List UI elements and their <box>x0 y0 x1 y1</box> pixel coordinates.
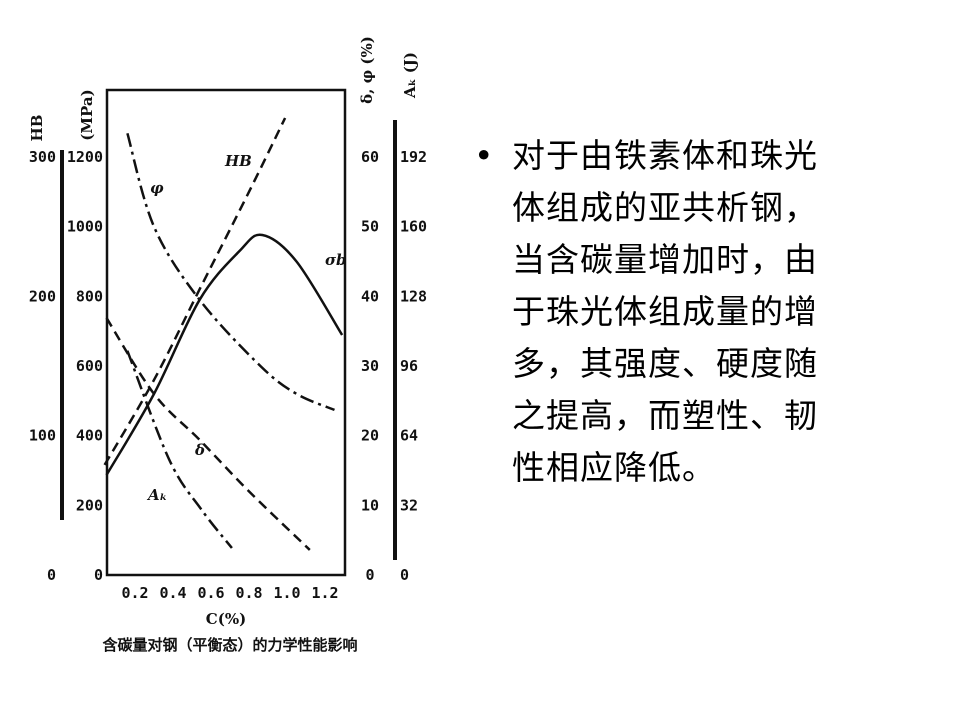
x-axis-label: C(%) <box>206 610 246 628</box>
series-label: φ <box>150 179 164 197</box>
series-line-Aₖ <box>126 350 233 549</box>
bullet-line: 多，其强度、硬度随 <box>512 344 818 383</box>
y-tick-label-delta_phi: 30 <box>361 357 379 375</box>
x-tick-label: 0.4 <box>159 584 186 602</box>
chart-caption: 含碳量对钢（平衡态）的力学性能影响 <box>102 636 357 654</box>
series-label: δ <box>194 441 205 459</box>
y-tick-label-delta_phi: 20 <box>361 427 379 445</box>
x-tick-label: 1.0 <box>273 584 300 602</box>
y-tick-label-mpa: 600 <box>76 357 103 375</box>
series-label: Aₖ <box>146 486 168 504</box>
x-tick-label: 0.2 <box>121 584 148 602</box>
mpa-axis-label: (MPa) <box>78 89 96 140</box>
bullet-line: 于珠光体组成量的增 <box>512 292 818 331</box>
x-tick-label: 0.6 <box>197 584 224 602</box>
bullet-line: 性相应降低。 <box>512 448 716 487</box>
series-line-HB <box>103 117 287 466</box>
bullet-line: 对于由铁素体和珠光 <box>512 136 818 175</box>
y-tick-label-hb: 200 <box>29 287 56 305</box>
y-tick-label-mpa: 1000 <box>67 218 103 236</box>
delta-phi-axis-label: δ, φ (%) <box>358 36 376 104</box>
x-tick-label: 1.2 <box>311 584 338 602</box>
y-tick-label-ak: 64 <box>400 427 418 445</box>
y-tick-label-hb: 300 <box>29 148 56 166</box>
bullet-text-block: • 对于由铁素体和珠光 体组成的亚共析钢， 当含碳量增加时，由 于珠光体组成量的… <box>470 130 930 494</box>
y-tick-label-ak: 96 <box>400 357 418 375</box>
y-tick-label-mpa: 0 <box>94 566 103 584</box>
y-tick-label-mpa: 200 <box>76 496 103 514</box>
y-tick-label-mpa: 800 <box>76 287 103 305</box>
series-label: σb <box>325 251 347 269</box>
y-tick-label-delta_phi: 40 <box>361 287 379 305</box>
y-tick-label-delta_phi: 50 <box>361 218 379 236</box>
series-line-σb <box>105 233 344 476</box>
y-tick-label-delta_phi: 0 <box>365 566 374 584</box>
y-tick-label-delta_phi: 10 <box>361 496 379 514</box>
y-tick-label-ak: 192 <box>400 148 427 166</box>
bullet-marker: • <box>474 136 494 175</box>
y-tick-label-hb: 0 <box>47 566 56 584</box>
y-tick-label-ak: 0 <box>400 566 409 584</box>
bullet-line: 当含碳量增加时，由 <box>512 240 818 279</box>
chart: 0100200300020040060080010001200010203040… <box>28 36 427 654</box>
y-tick-label-mpa: 1200 <box>67 148 103 166</box>
series-label: HB <box>224 152 252 170</box>
y-tick-label-ak: 128 <box>400 287 427 305</box>
y-tick-label-hb: 100 <box>29 427 56 445</box>
plot-frame <box>105 88 347 577</box>
series-line-δ <box>105 317 311 551</box>
bullet-line: 体组成的亚共析钢， <box>512 188 818 227</box>
hb-axis-label: HB <box>28 115 46 142</box>
ak-axis-label: Aₖ (J) <box>401 52 419 99</box>
y-tick-label-ak: 32 <box>400 496 418 514</box>
x-tick-label: 0.8 <box>235 584 262 602</box>
y-tick-label-ak: 160 <box>400 218 427 236</box>
y-tick-label-delta_phi: 60 <box>361 148 379 166</box>
y-tick-label-mpa: 400 <box>76 427 103 445</box>
bullet-line: 之提高，而塑性、韧 <box>512 396 818 435</box>
